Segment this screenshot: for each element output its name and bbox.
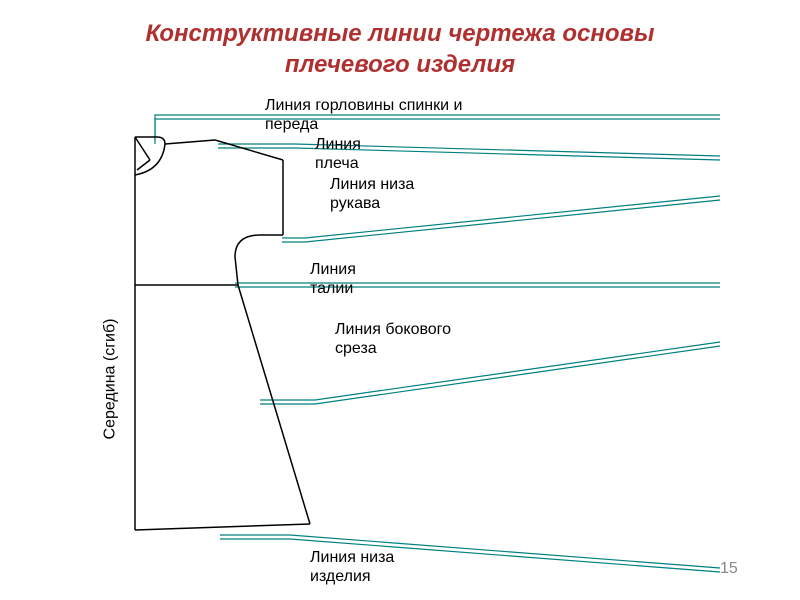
fold-label: Середина (сгиб) xyxy=(101,319,119,440)
label-waist: Линияталии xyxy=(310,260,356,298)
diagram-svg xyxy=(0,0,800,600)
label-side: Линия боковогосреза xyxy=(335,320,451,358)
label-sleeve: Линия низарукава xyxy=(330,175,414,213)
label-neck: Линия горловины спинки ипереда xyxy=(265,96,462,134)
label-hem: Линия низаизделия xyxy=(310,548,394,586)
label-shoulder: Линияплеча xyxy=(315,135,361,173)
page-number: 15 xyxy=(720,560,738,578)
